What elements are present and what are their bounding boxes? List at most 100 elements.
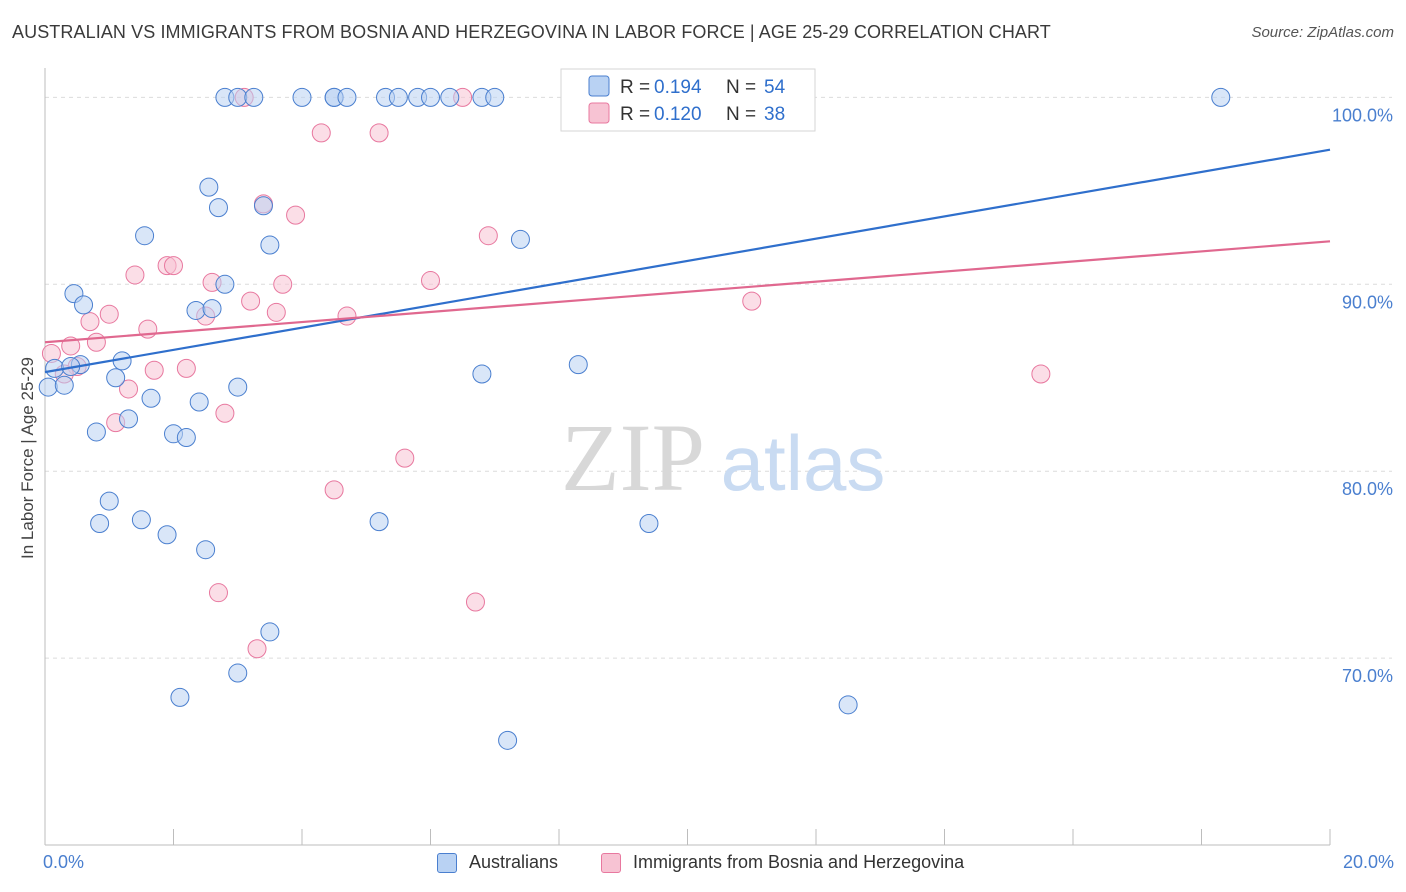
immigrants-point [80, 312, 100, 332]
immigrants-point [164, 256, 183, 276]
gridlines [45, 96, 1392, 659]
australians-point [208, 198, 228, 218]
australians-point [106, 368, 126, 388]
australians-point [141, 388, 161, 408]
legend-n-value-1: 54 [764, 77, 786, 98]
australians-point [292, 87, 312, 107]
y-tick-label: 70.0% [1342, 666, 1393, 686]
australians-point [510, 229, 530, 249]
australians-point [639, 514, 659, 534]
australians-point [568, 355, 588, 375]
australians-point [260, 622, 280, 642]
legend-swatch-pink [588, 102, 610, 124]
australians-point [157, 525, 177, 545]
watermark-zip: ZIP [561, 404, 705, 511]
australians-point [369, 512, 389, 532]
y-tick-label: 90.0% [1342, 292, 1393, 312]
legend-r-value-1: 0.194 [654, 77, 702, 98]
immigrants-point [241, 291, 261, 311]
x-tick-max: 20.0% [1342, 852, 1394, 872]
australians-point [498, 730, 518, 750]
australians-point [196, 540, 216, 560]
australians-point [176, 428, 196, 448]
australians-point [38, 377, 58, 397]
legend-r-label-2: R = [620, 104, 650, 125]
immigrants-point [208, 583, 228, 603]
australians-point [1211, 87, 1231, 107]
legend-swatch-immigrants [601, 852, 621, 873]
bottom-legend: Australians Immigrants from Bosnia and H… [0, 852, 1406, 878]
australians-point [202, 299, 222, 319]
y-tick-labels: 100.0% 90.0% 80.0% 70.0% [1332, 105, 1393, 686]
australians-point [189, 392, 209, 412]
trend-lines [44, 148, 1331, 374]
immigrants-point [395, 448, 415, 468]
australians-point [337, 87, 357, 107]
australians-trend-line [44, 148, 1331, 374]
australians-point [135, 226, 155, 246]
immigrants-trend-line [44, 240, 1331, 344]
legend-n-value-2: 38 [764, 104, 785, 125]
australians-point [228, 377, 248, 397]
immigrants-point [311, 123, 331, 143]
legend-label-australians: Australians [469, 852, 559, 872]
series-australians-points [38, 87, 1231, 750]
australians-point [54, 375, 74, 395]
legend-label-immigrants: Immigrants from Bosnia and Herzegovina [633, 852, 965, 872]
watermark-atlas: atlas [721, 419, 886, 507]
immigrants-point [86, 332, 106, 352]
australians-point [90, 514, 110, 534]
legend-swatch-blue [588, 75, 610, 97]
australians-point [215, 274, 235, 294]
watermark: ZIP atlas [561, 404, 885, 511]
australians-point [260, 235, 280, 255]
australians-point [388, 87, 408, 107]
australians-point [440, 87, 460, 107]
source-label: Source: ZipAtlas.com [1251, 24, 1394, 41]
immigrants-point [247, 639, 267, 659]
legend-item-australians[interactable]: Australians [437, 852, 558, 873]
australians-point [244, 87, 264, 107]
immigrants-point [465, 592, 485, 612]
australians-point [99, 491, 119, 511]
immigrants-point [742, 291, 762, 311]
axes [44, 68, 1331, 846]
immigrants-point [215, 403, 235, 423]
immigrants-point [324, 480, 344, 500]
immigrants-point [125, 265, 145, 285]
immigrants-point [119, 379, 139, 399]
immigrants-point [176, 358, 196, 378]
australians-point [253, 196, 273, 216]
immigrants-point [369, 123, 389, 143]
australians-point [485, 87, 505, 107]
legend-n-label-1: N = [726, 77, 756, 98]
australians-point [421, 87, 440, 107]
immigrants-point [478, 226, 498, 246]
immigrants-point [273, 274, 293, 294]
australians-point [131, 510, 151, 530]
series-immigrants-points [41, 87, 1051, 659]
australians-point [86, 422, 106, 442]
y-tick-label: 80.0% [1342, 479, 1393, 499]
immigrants-point [337, 306, 357, 326]
australians-point [186, 300, 206, 320]
immigrants-point [421, 271, 440, 291]
immigrants-point [144, 360, 164, 380]
legend-r-label-1: R = [620, 77, 650, 98]
australians-point [472, 364, 492, 384]
legend-item-immigrants[interactable]: Immigrants from Bosnia and Herzegovina [601, 852, 964, 873]
legend-swatch-australians [437, 852, 457, 873]
immigrants-point [99, 304, 119, 324]
y-tick-label: 100.0% [1332, 105, 1393, 125]
australians-point [228, 663, 248, 683]
australians-point [119, 409, 139, 429]
immigrants-point [286, 205, 306, 225]
x-tick-min: 0.0% [43, 852, 85, 872]
australians-point [228, 87, 248, 107]
australians-point [170, 687, 190, 707]
legend-n-label-2: N = [726, 104, 756, 125]
correlation-legend: R = 0.194 N = 54 R = 0.120 N = 38 [560, 68, 816, 132]
immigrants-point [266, 302, 286, 322]
legend-r-value-2: 0.120 [654, 104, 702, 125]
